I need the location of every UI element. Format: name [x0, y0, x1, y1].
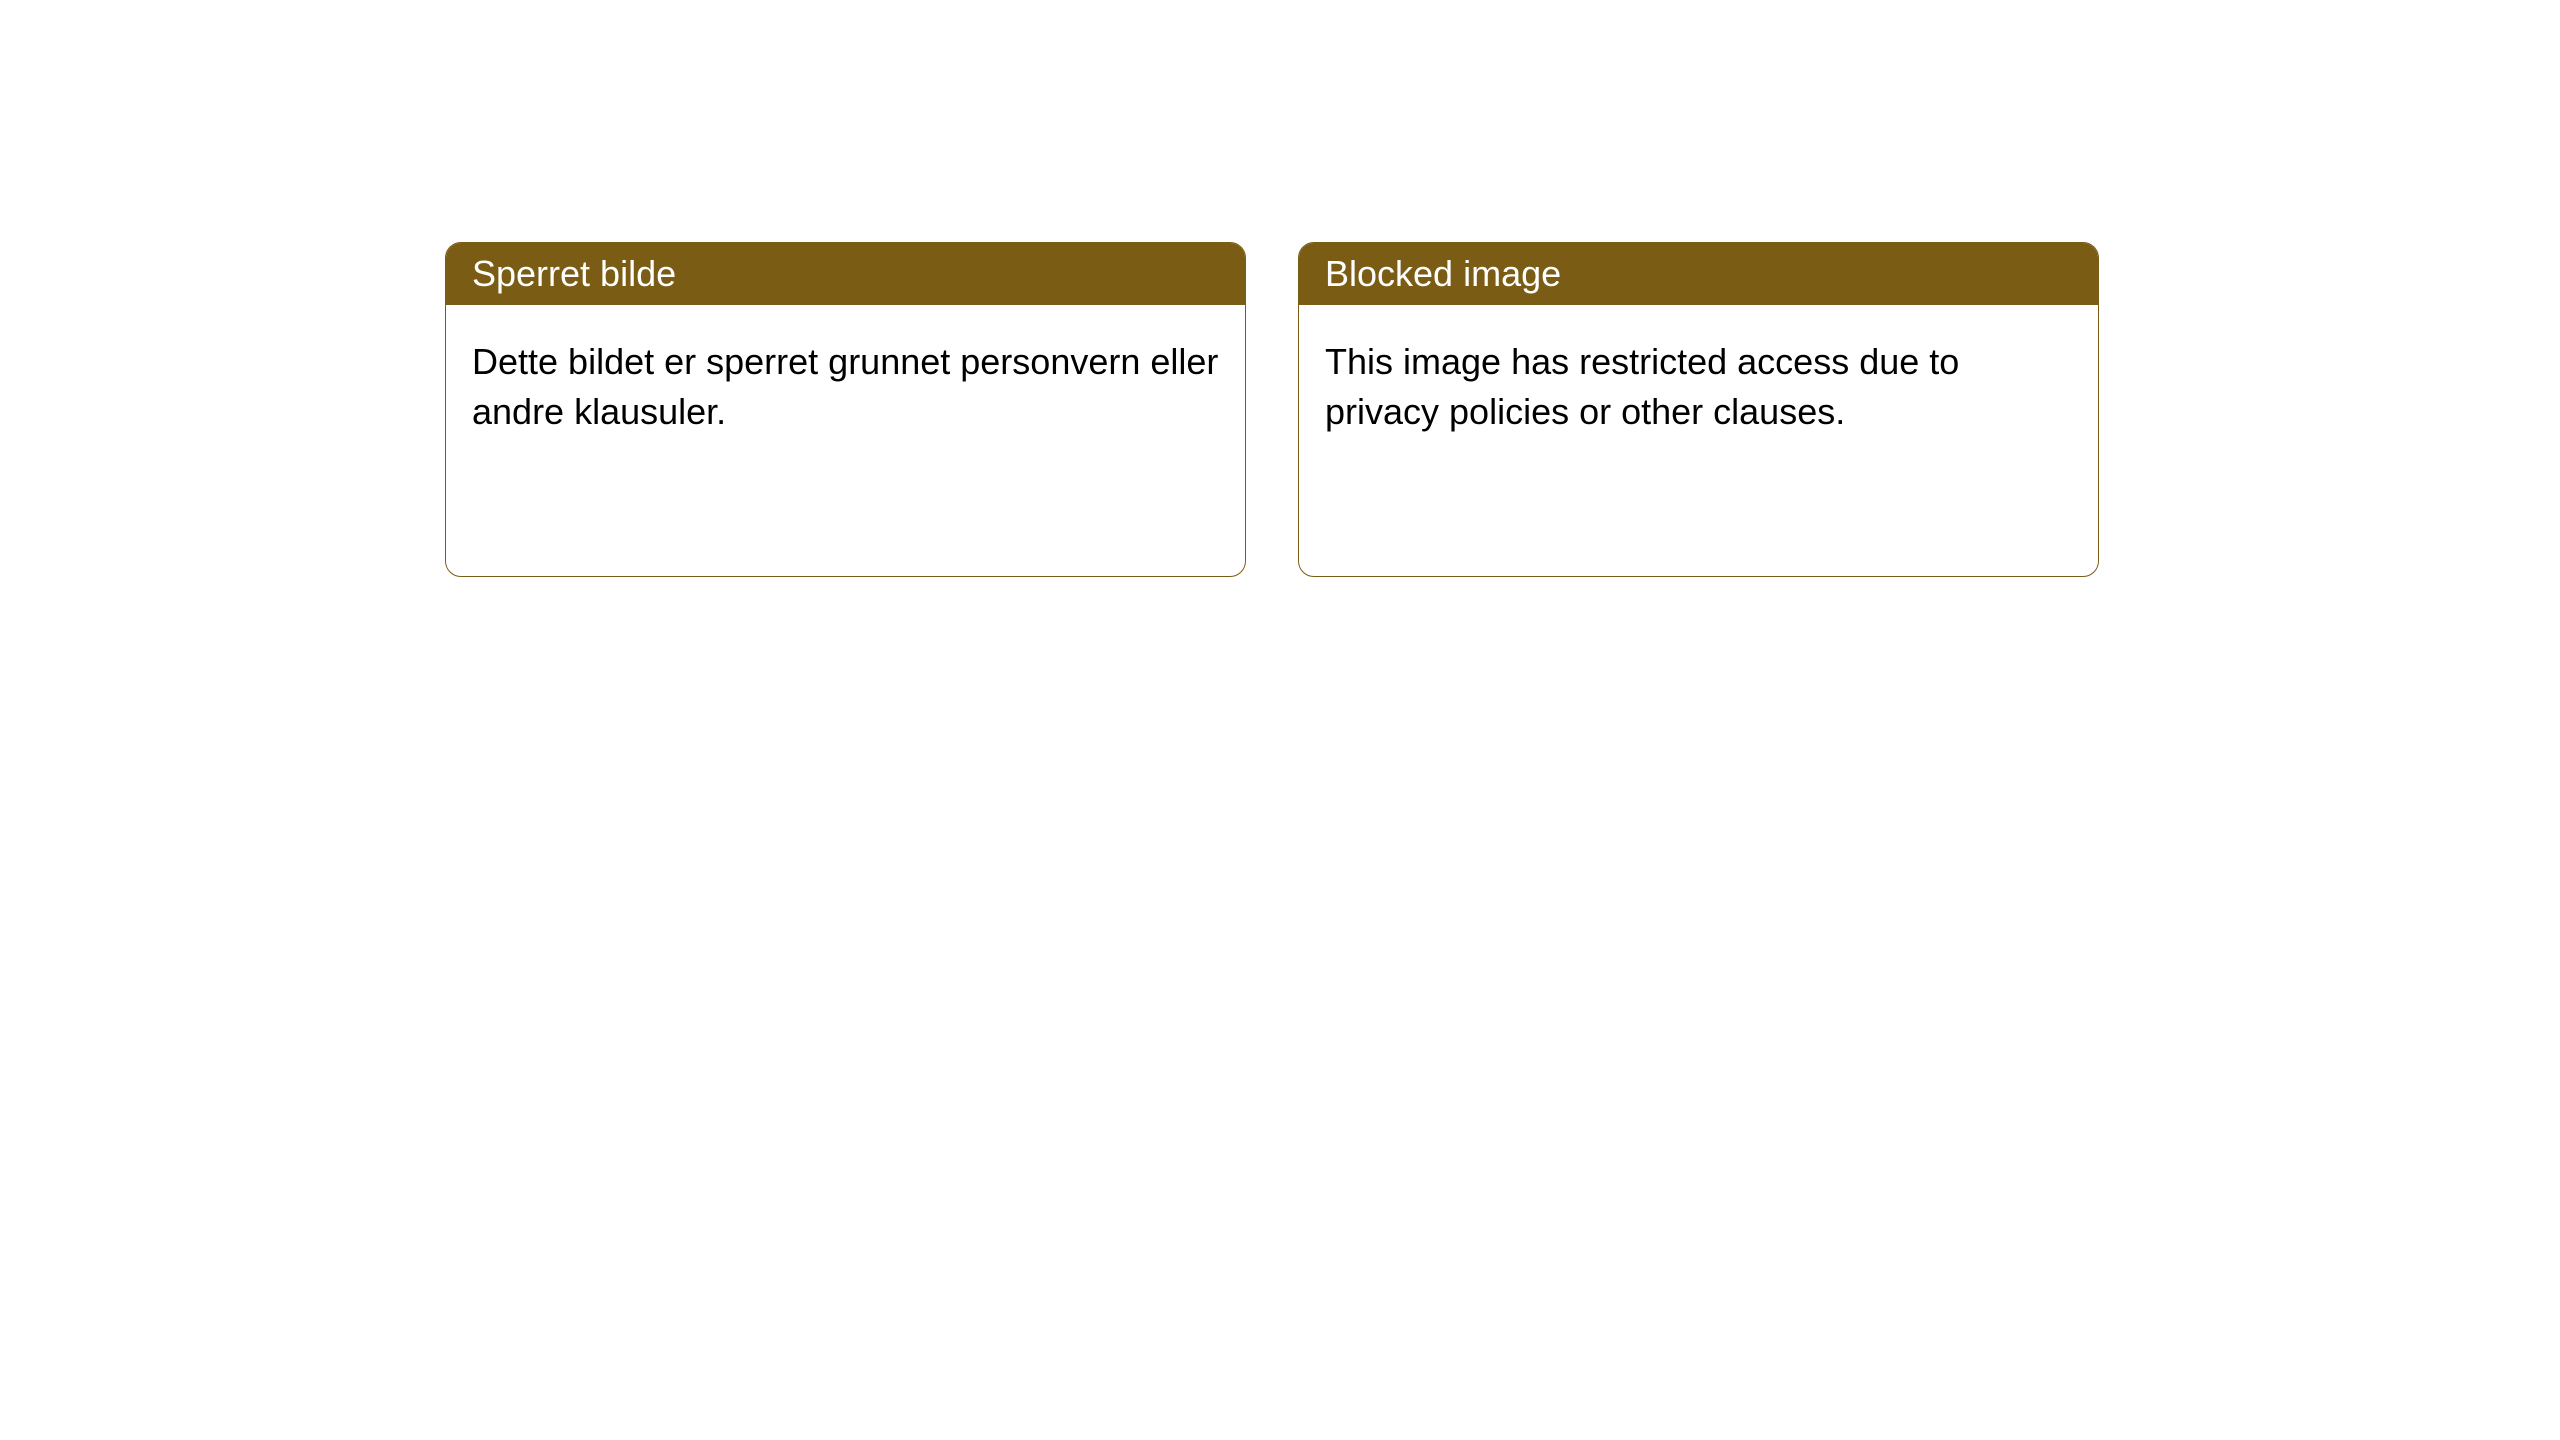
- card-title-no: Sperret bilde: [472, 253, 676, 294]
- card-header-en: Blocked image: [1299, 243, 2098, 305]
- blocked-image-cards: Sperret bilde Dette bildet er sperret gr…: [445, 242, 2560, 577]
- card-title-en: Blocked image: [1325, 253, 1561, 294]
- card-header-no: Sperret bilde: [446, 243, 1245, 305]
- card-body-no: Dette bildet er sperret grunnet personve…: [446, 305, 1245, 470]
- card-text-no: Dette bildet er sperret grunnet personve…: [472, 341, 1218, 432]
- card-text-en: This image has restricted access due to …: [1325, 341, 1959, 432]
- blocked-card-no: Sperret bilde Dette bildet er sperret gr…: [445, 242, 1246, 577]
- card-body-en: This image has restricted access due to …: [1299, 305, 2098, 470]
- blocked-card-en: Blocked image This image has restricted …: [1298, 242, 2099, 577]
